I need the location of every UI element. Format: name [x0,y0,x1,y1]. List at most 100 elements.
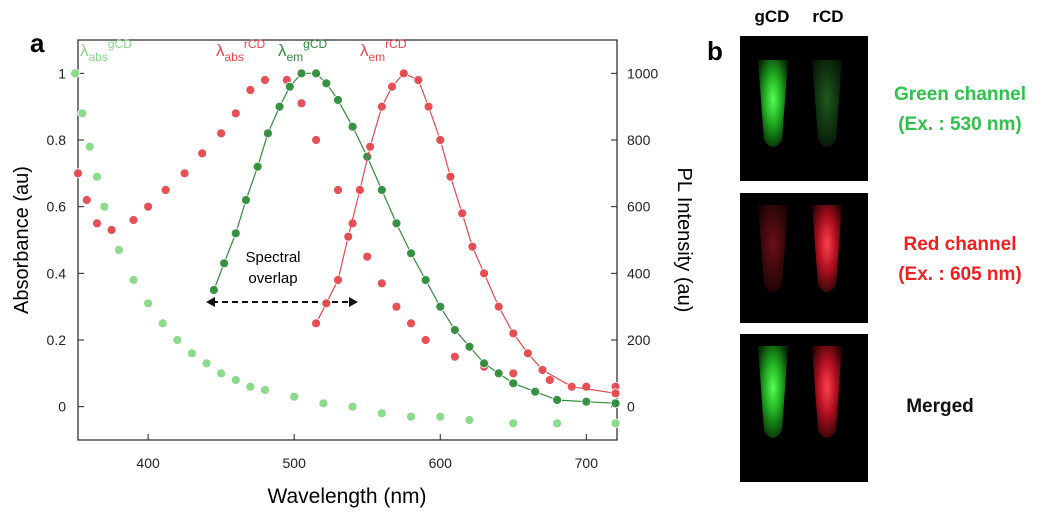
data-point [467,241,478,252]
label-symbol: λ [80,41,89,60]
data-point [311,318,321,329]
data-point [289,391,300,402]
data-point [73,168,83,179]
y-tick-label: 0.2 [47,332,67,348]
data-point [343,231,354,242]
data-point [208,285,219,295]
channel-label: (Ex. : 530 nm) [898,114,1022,135]
data-point [420,335,431,345]
data-point [333,275,343,285]
label-symbol: λ [278,41,287,60]
data-point [552,418,563,429]
data-point [311,68,321,79]
data-point [143,201,154,212]
data-point [260,385,270,395]
data-point [365,141,376,152]
panel-label: a [30,28,45,58]
column-header: gCD [755,7,790,26]
data-point [423,101,434,112]
data-point [449,325,460,335]
y2-tick-label: 200 [627,332,651,348]
data-point [508,368,519,379]
data-point [610,388,621,399]
data-point [508,418,519,429]
channel-label: Green channel [894,84,1026,105]
data-point [391,218,402,229]
data-point [449,351,460,362]
data-point [376,185,387,195]
data-point [201,358,212,369]
data-point [230,375,241,385]
series [208,68,621,409]
data-point [522,348,533,359]
label-sub: em [287,50,304,64]
annotation: overlap [248,270,297,287]
data-point [70,68,80,79]
y-tick-label: 1 [58,65,66,81]
data-point [508,328,519,339]
data-point [128,215,139,225]
label-sub: em [369,50,386,64]
data-point [406,411,416,422]
data-point [413,75,424,85]
data-point [219,258,229,269]
y2-tick-label: 800 [627,132,651,148]
data-point [566,381,577,392]
series-label: λemgCD [278,37,328,64]
x-tick-label: 600 [429,455,453,471]
spectral-overlap-note: Spectral overlap [206,249,358,307]
data-point [552,395,563,405]
label-sup: gCD [303,37,327,51]
data-point [445,171,456,182]
x-tick-label: 400 [136,455,160,471]
label-sup: rCD [244,37,266,51]
y2-axis-title: PL Intensity (au) [673,168,695,313]
data-point [113,245,124,255]
channel-label: Red channel [904,234,1017,255]
y2-tick-label: 0 [627,399,635,415]
data-point [318,398,329,409]
data-point [464,415,475,425]
data-point [81,195,92,205]
series [70,68,621,429]
data-point [420,275,431,285]
data-point [376,101,387,112]
data-point [391,301,402,312]
data-point [245,381,256,392]
y2-tick-label: 400 [627,265,651,281]
x-axis-title: Wavelength (nm) [267,485,426,508]
series-label: λemrCD [360,37,407,64]
data-point [160,185,171,195]
label-sub: abs [225,50,244,64]
data-point [406,318,416,329]
data-point [216,128,227,139]
series-label: λabsrCD [216,37,266,64]
data-point [296,68,307,79]
y2-tick-label: 600 [627,199,651,215]
data-point [398,68,409,79]
photo-red [740,193,868,323]
data-point [321,298,332,309]
data-point [216,368,227,379]
label-sup: rCD [385,37,407,51]
data-point [508,378,519,389]
data-point [610,418,621,429]
data-point [493,301,504,312]
y2-tick-label: 1000 [627,65,658,81]
data-point [321,78,332,89]
channel-label: Merged [906,396,974,417]
data-point [376,278,387,289]
y-tick-label: 0.4 [47,265,67,281]
data-point [84,141,95,152]
data-point [479,268,489,279]
data-point [333,185,343,195]
y-tick-label: 0.8 [47,132,67,148]
data-point [581,396,592,407]
data-point [230,108,241,119]
y-tick-label: 0.6 [47,199,67,215]
data-point [187,348,197,359]
data-point [333,95,343,105]
y-axis-title: Absorbance (au) [11,166,33,314]
data-point [296,98,307,109]
